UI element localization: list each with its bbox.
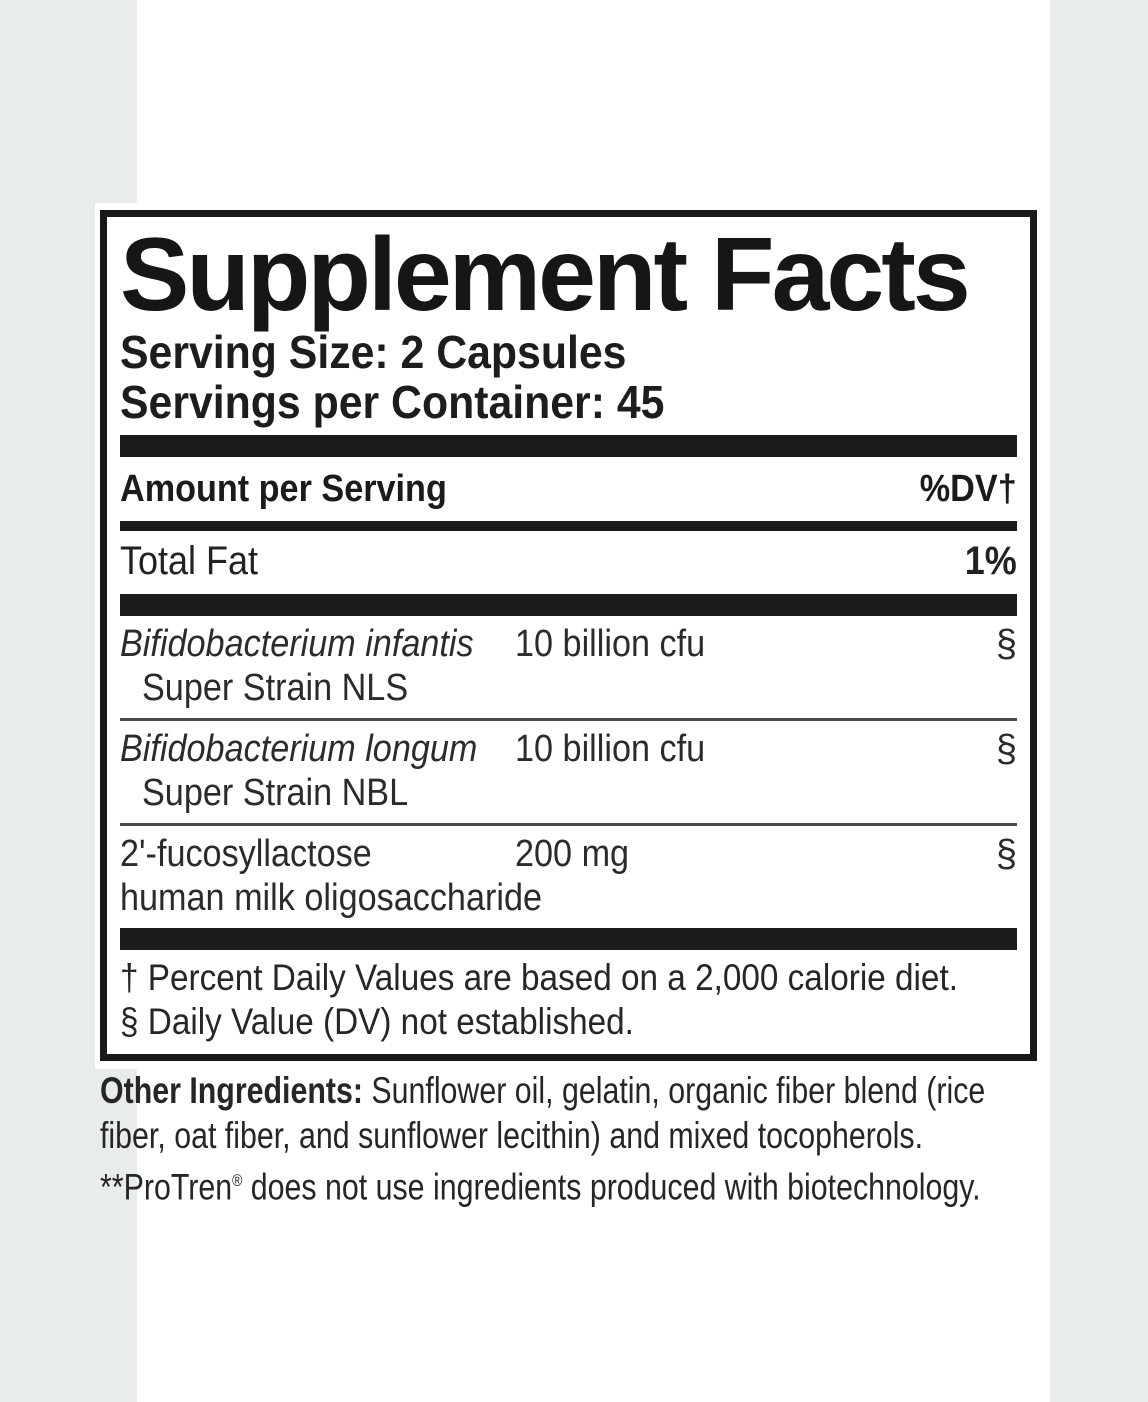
ingredient-amount: 200 mg — [515, 832, 996, 876]
ingredient-strain-name: Super Strain NLS — [142, 667, 409, 709]
panel-title: Supplement Facts — [120, 217, 971, 333]
other-ingredients-block: Other Ingredients: Sunflower oil, gelati… — [100, 1068, 1140, 1209]
other-ingredients-label: Other Ingredients: — [100, 1070, 363, 1111]
ingredient-amount-text: 200 mg — [515, 833, 630, 875]
other-ingredients-line-3: **ProTren® does not use ingredients prod… — [100, 1158, 1140, 1209]
footnote-daily-values: † Percent Daily Values are based on a 2,… — [120, 957, 958, 998]
supplement-facts-panel: Supplement Facts Serving Size: 2 Capsule… — [100, 210, 1037, 1061]
total-fat-row: Total Fat 1% — [120, 531, 1017, 594]
ingredient-dv-symbol: § — [995, 728, 1017, 770]
ingredient-genus-name: Bifidobacterium infantis — [120, 623, 474, 665]
row-divider-line — [120, 718, 1017, 721]
total-fat-dv-value: 1% — [964, 539, 1017, 583]
serving-size-text: Serving Size: 2 Capsules — [120, 326, 627, 378]
footnotes-block: † Percent Daily Values are based on a 2,… — [120, 956, 1017, 1044]
ingredient-strain-name: Super Strain NBL — [142, 772, 409, 814]
ingredient-amount-text: 10 billion cfu — [515, 728, 706, 770]
ingredient-name-block: 2'-fucosyllactose human milk oligosaccha… — [120, 832, 542, 920]
other-ingredients-line-1: Other Ingredients: Sunflower oil, gelati… — [100, 1068, 1140, 1113]
protren-disclaimer-text: **ProTren — [100, 1166, 233, 1208]
row-divider-line — [120, 823, 1017, 826]
ingredient-genus-name: Bifidobacterium longum — [120, 728, 478, 770]
thick-divider-bar — [120, 594, 1017, 616]
other-ingredients-text: fiber, oat fiber, and sunflower lecithin… — [100, 1115, 924, 1156]
serving-size-line: Serving Size: 2 Capsules — [120, 327, 1017, 377]
servings-per-container-text: Servings per Container: 45 — [120, 376, 665, 428]
protren-disclaimer-text: does not use ingredients produced with b… — [242, 1166, 981, 1208]
thick-divider-bar — [120, 435, 1017, 457]
ingredient-row-bifidobacterium-longum: Bifidobacterium longum Super Strain NBL … — [120, 721, 1017, 823]
ingredient-amount-text: 10 billion cfu — [515, 623, 706, 665]
other-ingredients-text: Sunflower oil, gelatin, organic fiber bl… — [362, 1070, 986, 1111]
total-fat-label: Total Fat — [120, 539, 259, 583]
ingredient-name-block: Bifidobacterium infantis Super Strain NL… — [120, 622, 515, 710]
thin-divider-bar — [120, 521, 1017, 531]
ingredient-amount: 10 billion cfu — [515, 727, 996, 771]
registered-trademark-symbol: ® — [232, 1171, 243, 1190]
ingredient-name: 2'-fucosyllactose — [120, 833, 372, 875]
ingredient-row-bifidobacterium-infantis: Bifidobacterium infantis Super Strain NL… — [120, 616, 1017, 718]
amount-per-serving-header: Amount per Serving — [120, 467, 447, 510]
other-ingredients-line-2: fiber, oat fiber, and sunflower lecithin… — [100, 1113, 1140, 1158]
ingredient-name-block: Bifidobacterium longum Super Strain NBL — [120, 727, 515, 815]
supplement-label-scan: Supplement Facts Serving Size: 2 Capsule… — [95, 203, 1045, 1069]
footnote-dv-not-established: § Daily Value (DV) not established. — [120, 1001, 634, 1042]
column-header-row: Amount per Serving %DV† — [120, 467, 1017, 511]
percent-dv-header: %DV† — [920, 467, 1017, 510]
servings-per-container-line: Servings per Container: 45 — [120, 377, 1017, 427]
ingredient-subname: human milk oligosaccharide — [120, 877, 543, 919]
ingredient-dv-symbol: § — [995, 623, 1017, 665]
thick-divider-bar — [120, 928, 1017, 950]
ingredient-amount: 10 billion cfu — [515, 622, 996, 666]
ingredient-row-fucosyllactose: 2'-fucosyllactose human milk oligosaccha… — [120, 826, 1017, 928]
right-margin-band — [1050, 0, 1148, 1402]
ingredient-dv-symbol: § — [995, 833, 1017, 875]
